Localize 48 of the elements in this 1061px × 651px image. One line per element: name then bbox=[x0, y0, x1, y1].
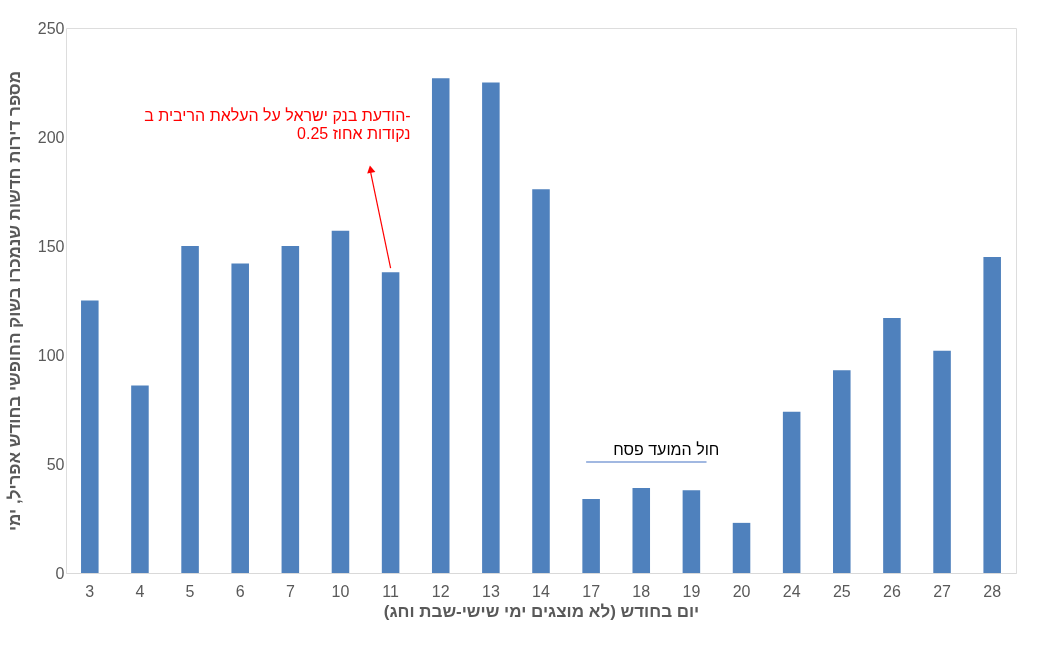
x-tick-label: 3 bbox=[85, 582, 95, 600]
bar bbox=[933, 350, 951, 573]
bar bbox=[883, 317, 901, 573]
x-tick-label: 17 bbox=[582, 582, 601, 600]
y-tick-label: 0 bbox=[55, 564, 65, 582]
x-tick-label: 11 bbox=[382, 582, 400, 600]
x-tick-label: 14 bbox=[532, 582, 550, 600]
x-tick-label: 25 bbox=[832, 582, 851, 600]
x-tick-label: 10 bbox=[331, 582, 350, 600]
x-tick-label: 27 bbox=[933, 582, 952, 600]
bar bbox=[983, 256, 1001, 573]
y-tick-label: 250 bbox=[37, 19, 65, 37]
y-axis-title: מספר דירות חדשות שנמכרו בשוק החופשי בחודש אפריל, ימי bbox=[4, 70, 24, 532]
bar bbox=[331, 230, 350, 573]
y-tick-label: 50 bbox=[46, 455, 65, 473]
x-tick-label: 20 bbox=[732, 582, 751, 600]
bar bbox=[532, 189, 550, 573]
bar bbox=[131, 385, 149, 573]
x-tick-label: 4 bbox=[135, 582, 145, 600]
x-tick-label: 6 bbox=[235, 582, 245, 600]
bar bbox=[231, 263, 249, 573]
x-tick-label: 24 bbox=[782, 582, 801, 600]
x-tick-label: 26 bbox=[883, 582, 901, 600]
bar bbox=[582, 498, 600, 573]
bar bbox=[482, 82, 500, 573]
x-tick-label: 13 bbox=[481, 582, 500, 600]
bar bbox=[632, 487, 651, 573]
bar bbox=[682, 490, 701, 573]
bar bbox=[782, 411, 801, 573]
annotation: חול המועד פסח bbox=[613, 441, 720, 458]
x-tick-label: 12 bbox=[431, 582, 450, 600]
bar bbox=[281, 246, 300, 573]
x-tick-label: 19 bbox=[682, 582, 701, 600]
x-tick-label: 28 bbox=[983, 582, 1002, 600]
x-tick-label: 5 bbox=[185, 582, 195, 600]
x-axis-title: יום בחודש (לא מוצגים ימי שישי-שבת וחג) bbox=[383, 601, 700, 621]
y-tick-label: 200 bbox=[37, 128, 65, 146]
x-tick-label: 18 bbox=[632, 582, 651, 600]
bar bbox=[833, 370, 851, 573]
bar bbox=[381, 272, 400, 573]
y-tick-label: 150 bbox=[37, 237, 65, 255]
bar bbox=[431, 78, 450, 573]
x-tick-label: 7 bbox=[285, 582, 295, 600]
bar bbox=[181, 246, 199, 573]
bar bbox=[81, 300, 99, 573]
annotation: הודעת בנק ישראל על העלאת הריבית ב- 0.25 נקודות אחוז bbox=[144, 107, 411, 143]
bar bbox=[732, 522, 751, 573]
y-tick-label: 100 bbox=[37, 346, 65, 364]
